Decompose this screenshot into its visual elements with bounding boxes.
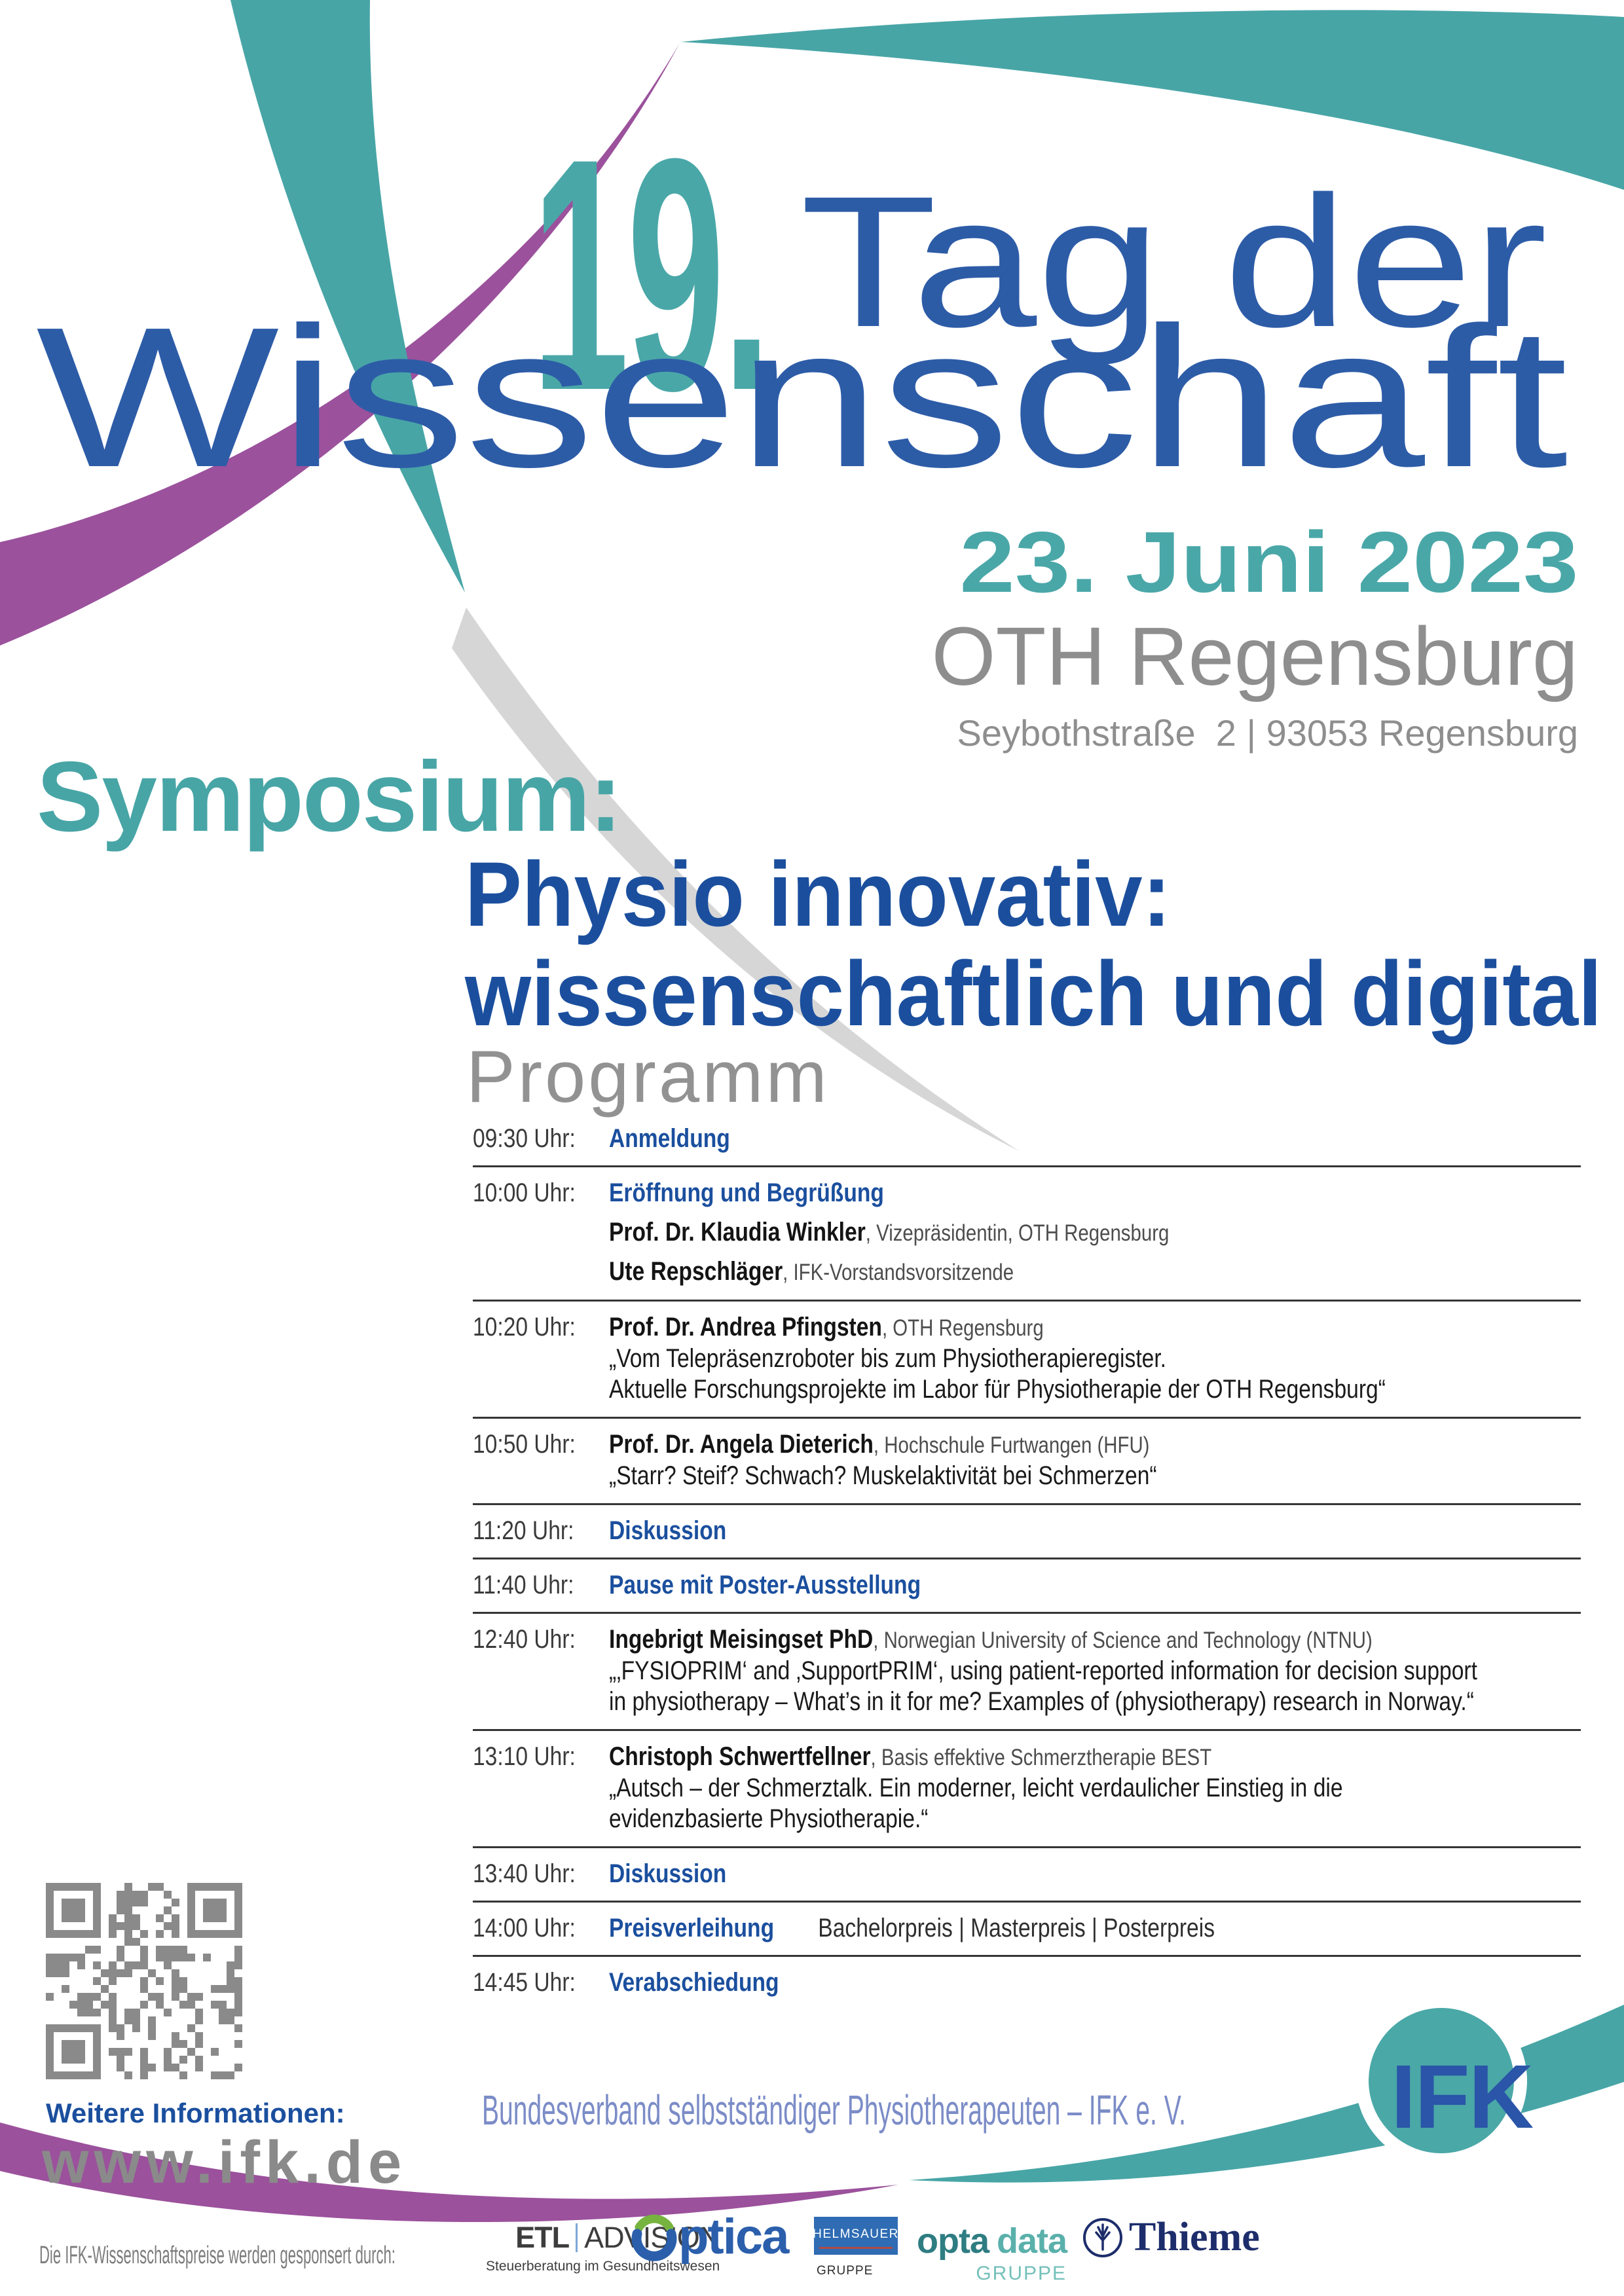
program-time: 10:50 Uhr: [473, 1430, 576, 1459]
opta-logo-text: opta [917, 2221, 989, 2261]
ifk-logo: IFK [1391, 2047, 1534, 2147]
opta-data-gruppe-text: GRUPPE [976, 2263, 1067, 2284]
row-divider [473, 1558, 1581, 1559]
talk-title-line: Aktuelle Forschungsprojekte im Labor für… [609, 1375, 1386, 1404]
program-title: Pause mit Poster-Ausstellung [609, 1571, 921, 1599]
sponsor-opta-data: opta data GRUPPE [917, 2221, 1067, 2285]
talk-title-line: „Autsch – der Schmerztalk. Ein moderner,… [609, 1774, 1343, 1802]
purple-top-swoosh [0, 43, 680, 646]
sponsor-optica: ptica [630, 2209, 789, 2265]
symposium-title-line-2: wissenschaftlich und digital [465, 942, 1602, 1045]
speaker-line: Ingebrigt Meisingset PhD, Norwegian Univ… [609, 1625, 1373, 1654]
program-row: 13:10 Uhr: Christoph Schwertfellner, Bas… [473, 1731, 1581, 1846]
teal-top-right-swoosh [681, 10, 1624, 190]
program-row: 10:50 Uhr: Prof. Dr. Angela Dieterich, H… [473, 1419, 1581, 1503]
edition-number: 19. [532, 90, 771, 460]
program-time: 12:40 Uhr: [473, 1625, 576, 1654]
advision-logo-text: ADVISION [584, 2221, 720, 2254]
speaker-line: Prof. Dr. Andrea Pfingsten, OTH Regensbu… [609, 1313, 1044, 1341]
helmsauer-red-line [819, 2246, 893, 2249]
data-logo-text: data [997, 2221, 1067, 2261]
optica-logo-text: ptica [678, 2209, 789, 2265]
row-divider [473, 1729, 1581, 1731]
title-line-2: Wissenschaft [36, 285, 1568, 509]
event-details: 23. Juni 2023 OTH Regensburg Seybothstra… [932, 517, 1578, 754]
program-row: 10:20 Uhr: Prof. Dr. Andrea Pfingsten, O… [473, 1302, 1581, 1417]
event-date: 23. Juni 2023 [959, 514, 1578, 610]
sponsor-thieme: Thieme [1082, 2214, 1260, 2261]
row-divider [473, 1417, 1581, 1419]
program-time: 11:20 Uhr: [473, 1516, 574, 1545]
speaker-line: Prof. Dr. Angela Dieterich, Hochschule F… [609, 1430, 1150, 1459]
talk-title-line: „Vom Telepräsenzroboter bis zum Physioth… [609, 1344, 1167, 1373]
organization-line: Bundesverband selbstständiger Physiother… [482, 2086, 1187, 2134]
program-row: 11:20 Uhr: Diskussion [473, 1505, 1581, 1558]
helmsauer-logo-text: HELMSAUER [813, 2227, 899, 2241]
event-venue: OTH Regensburg [931, 610, 1578, 702]
symposium-title: Physio innovativ: wissenschaftlich und d… [465, 848, 1602, 1040]
program-time: 10:00 Uhr: [473, 1178, 576, 1207]
program-title-with-extra: Preisverleihung Bachelorpreis | Masterpre… [609, 1914, 1215, 1942]
row-divider [473, 1503, 1581, 1505]
teal-top-vertical-swoosh [231, 0, 465, 592]
etl-tagline: Steuerberatung im Gesundheitswesen [486, 2259, 720, 2274]
program-heading: Programm [466, 1036, 830, 1118]
etl-divider [576, 2223, 578, 2252]
program-time: 14:45 Uhr: [473, 1968, 576, 1997]
talk-title-line: evidenzbasierte Physiotherapie.“ [609, 1804, 929, 1833]
symposium-title-line-1: Physio innovativ: [465, 843, 1171, 945]
program-time: 14:00 Uhr: [473, 1914, 576, 1942]
row-divider [473, 1300, 1581, 1302]
program-title: Eröffnung und Begrüßung [609, 1178, 884, 1207]
program-title: Anmeldung [609, 1124, 730, 1153]
tree-icon [1083, 2217, 1122, 2257]
speaker-line: Christoph Schwertfellner, Basis effektiv… [609, 1742, 1212, 1771]
talk-title-line: „Starr? Steif? Schwach? Muskelaktivität … [609, 1461, 1157, 1490]
row-divider [473, 1846, 1581, 1848]
speaker-line: Prof. Dr. Klaudia Winkler, Vizepräsident… [609, 1218, 1170, 1247]
purple-bottom-swoosh [0, 2123, 898, 2223]
program-row: 14:45 Uhr: Verabschiedung [473, 1957, 1581, 2009]
optica-o-icon [631, 2214, 677, 2261]
event-address: Seybothstraße 2 | 93053 Regensburg [957, 712, 1579, 754]
program-row: 10:00 Uhr: Eröffnung und Begrüßung Prof.… [473, 1167, 1581, 1300]
program-time: 13:10 Uhr: [473, 1742, 576, 1771]
program-schedule: 09:30 Uhr: Anmeldung 10:00 Uhr: Eröffnun… [473, 1113, 1581, 2009]
program-row: 09:30 Uhr: Anmeldung [473, 1113, 1581, 1165]
sponsor-helmsauer: HELMSAUER [813, 2217, 899, 2255]
helmsauer-gruppe-text: GRUPPE [817, 2264, 874, 2278]
program-time: 09:30 Uhr: [473, 1124, 576, 1153]
symposium-label: Symposium: [37, 741, 622, 852]
ifk-logo-circle [1369, 2008, 1514, 2153]
program-time: 13:40 Uhr: [473, 1859, 576, 1888]
program-time: 11:40 Uhr: [473, 1571, 574, 1599]
talk-title-line: „‚FYSIOPRIM‘ and ‚SupportPRIM‘, using pa… [609, 1656, 1477, 1685]
program-row: 11:40 Uhr: Pause mit Poster-Ausstellung [473, 1559, 1581, 1612]
etl-logo-text: ETL [515, 2221, 570, 2254]
program-row: 12:40 Uhr: Ingebrigt Meisingset PhD, Nor… [473, 1614, 1581, 1729]
sponsor-etl-advision: ETL ADVISION Steuerberatung im Gesundhei… [486, 2221, 720, 2274]
sponsors-label: Die IFK-Wissenschaftspreise werden gespo… [39, 2242, 396, 2269]
row-divider [473, 1901, 1581, 1903]
program-time: 10:20 Uhr: [473, 1313, 576, 1341]
thieme-logo-text: Thieme [1129, 2215, 1260, 2259]
program-row: 14:00 Uhr: Preisverleihung Bachelorpreis … [473, 1903, 1581, 1955]
program-title: Diskussion [609, 1859, 727, 1888]
program-title: Diskussion [609, 1516, 727, 1545]
row-divider [473, 1955, 1581, 1957]
row-divider [473, 1165, 1581, 1167]
title-line-1: Tag der [800, 158, 1547, 366]
row-divider [473, 1612, 1581, 1614]
more-info-label: Weitere Informationen: [46, 2098, 345, 2128]
talk-title-line: in physiotherapy – What’s in it for me? … [609, 1687, 1474, 1716]
qr-code [46, 1883, 242, 2079]
speaker-line: Ute Repschläger, IFK-Vorstandsvorsitzend… [609, 1257, 1014, 1286]
program-title: Verabschiedung [609, 1968, 779, 1997]
website-url: www.ifk.de [42, 2129, 407, 2196]
program-row: 13:40 Uhr: Diskussion [473, 1848, 1581, 1901]
